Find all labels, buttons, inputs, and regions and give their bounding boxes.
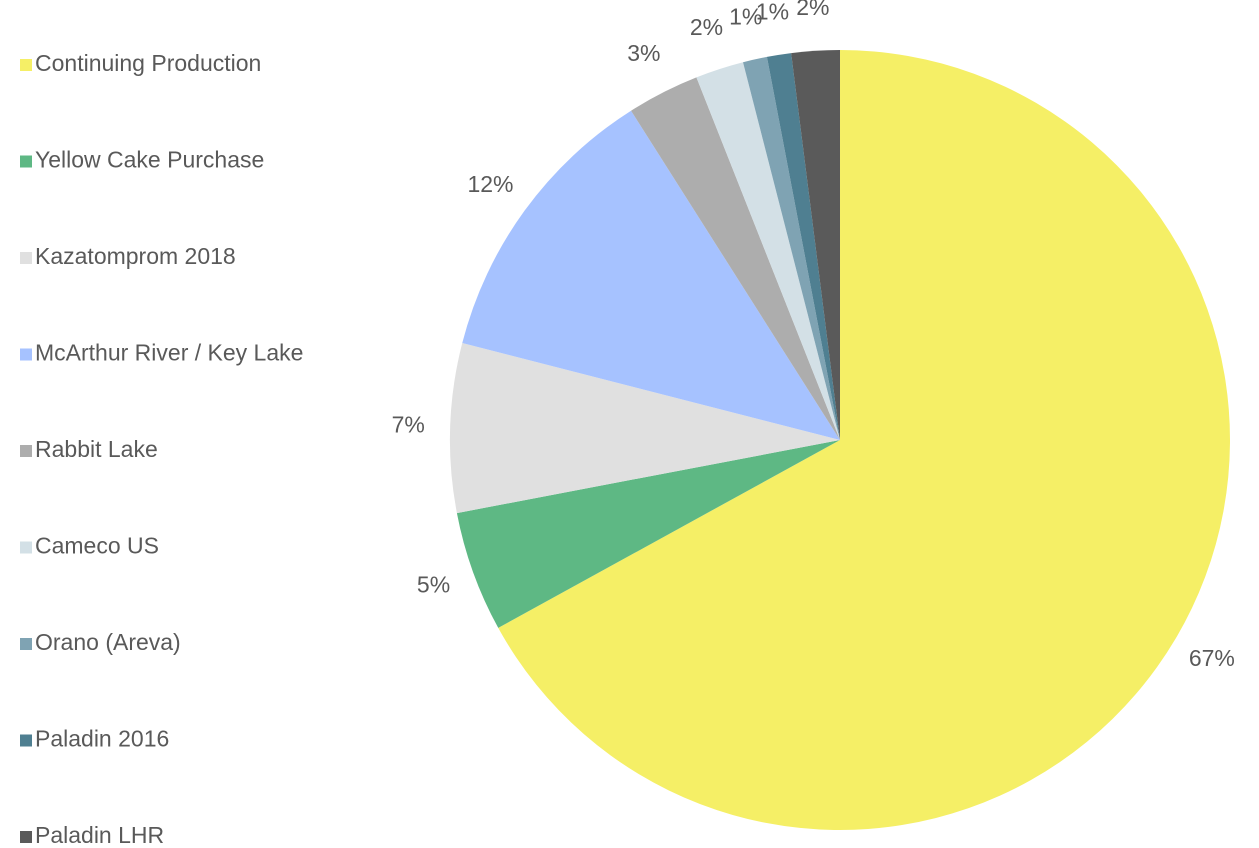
pie-slice [456,440,840,628]
data-label: 67% [1189,645,1235,671]
legend-swatch [20,541,32,554]
pie-slice [696,62,840,441]
legend-swatch [20,734,32,747]
legend-label: Paladin LHR [35,822,164,848]
legend-swatch [20,59,32,71]
data-label: 1% [756,0,789,24]
data-label: 2% [796,0,829,20]
data-label: 2% [690,14,723,40]
legend-swatch [20,348,32,361]
legend-label: Rabbit Lake [35,436,158,462]
legend-swatch [20,445,32,457]
pie-slice [743,56,840,441]
legend-swatch [20,831,32,843]
legend-label: Yellow Cake Purchase [35,147,264,173]
data-label: 1% [729,3,762,29]
legend-label: Orano (Areva) [35,629,181,655]
data-label: 3% [627,40,660,66]
pie-slice [462,110,840,441]
pie-slice [498,50,1231,831]
legend-label: Cameco US [35,533,159,559]
legend-label: McArthur River / Key Lake [35,340,303,366]
legend-label: Paladin 2016 [35,726,169,752]
data-label: 12% [467,171,513,197]
pie-slice [450,343,840,514]
legend-label: Kazatomprom 2018 [35,243,236,269]
pie-slice [791,50,840,440]
legend-swatch [20,638,32,650]
data-label: 5% [417,571,450,597]
legend-swatch [20,155,32,168]
data-label: 7% [392,412,425,438]
legend-swatch [20,252,32,264]
pie-slice [766,53,840,441]
pie-slice [631,77,840,440]
legend-label: Continuing Production [35,50,261,76]
